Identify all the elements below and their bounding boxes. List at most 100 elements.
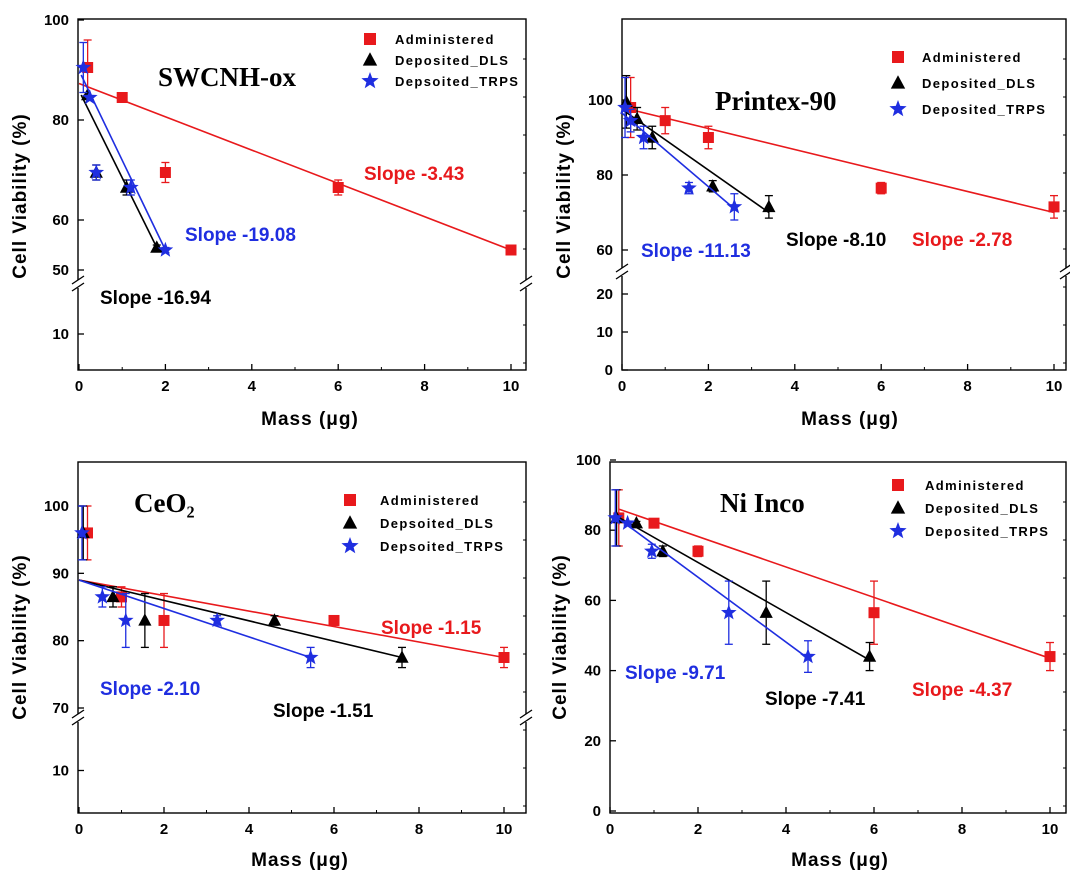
axis-break-gap	[617, 268, 627, 276]
slope-annotation: Slope -2.78	[912, 230, 1012, 251]
data-point-square	[1044, 651, 1056, 663]
data-point-triangle	[629, 516, 643, 529]
x-tick-label: 10	[1042, 821, 1059, 838]
axis-break-mark	[615, 263, 629, 273]
slope-annotation: Slope -19.08	[185, 225, 296, 246]
axis-break-mark	[71, 275, 85, 285]
data-point-square	[875, 182, 887, 194]
x-tick-label: 2	[694, 821, 702, 838]
data-point-star	[635, 129, 652, 145]
x-tick-label: 4	[791, 378, 800, 395]
x-tick-label: 4	[245, 821, 254, 838]
y-tick-label: 0	[593, 803, 601, 820]
x-tick-label: 4	[248, 378, 257, 395]
series-star	[75, 41, 174, 257]
data-point-star	[644, 543, 660, 558]
data-point-triangle	[863, 649, 877, 662]
panel-title: Printex-90	[715, 86, 836, 116]
y-tick-label: 90	[52, 565, 69, 582]
data-point-star	[607, 509, 624, 525]
data-point-star	[617, 99, 633, 115]
legend-label: Administered	[925, 478, 1025, 493]
x-axis-label: Mass (μg)	[791, 850, 889, 870]
data-point-star	[117, 612, 134, 628]
slope-annotation: Slope -7.41	[765, 689, 866, 710]
legend-marker-star	[341, 537, 359, 554]
data-point-star	[209, 612, 225, 628]
x-tick-label: 8	[958, 821, 966, 838]
legend-label: Depsoited_DLS	[380, 516, 494, 531]
legend-label: Administered	[922, 50, 1022, 65]
panel-title: CeO₂	[134, 488, 195, 518]
data-point-square	[1048, 201, 1060, 213]
fit-line	[80, 94, 158, 248]
x-tick-label: 6	[870, 821, 878, 838]
legend-label: Deposited_DLS	[395, 53, 509, 68]
legend-label: Deposited_DLS	[922, 76, 1036, 91]
x-tick-label: 2	[704, 378, 712, 395]
legend: Administered Deposited_DLS Depsoited_TRPS	[361, 32, 518, 89]
x-tick-label: 8	[415, 821, 423, 838]
legend: Administered Deposited_DLS Deposited_TRPS	[889, 50, 1046, 117]
fit-line	[78, 82, 512, 251]
x-tick-label: 2	[160, 821, 168, 838]
data-point-square	[648, 517, 660, 529]
x-tick-label: 8	[420, 378, 428, 395]
y-tick-label: 40	[584, 663, 601, 680]
legend: Administered Deposited_DLS Deposited_TRPS	[889, 478, 1049, 539]
axis-break-mark	[519, 275, 533, 285]
slope-annotation: Slope -11.13	[641, 241, 751, 262]
fit-line	[621, 112, 735, 210]
plot-frame	[621, 18, 1067, 371]
y-tick-label: 10	[52, 326, 69, 343]
data-point-square	[659, 115, 671, 127]
legend-marker-triangle	[362, 52, 378, 66]
x-tick-label: 2	[161, 378, 169, 395]
data-point-square	[498, 652, 510, 663]
chart-panel-1: 0 2 4 6 8 10 10 50 60 80 100 SWCNH-ox Administered De…	[10, 12, 533, 430]
series-square	[78, 39, 517, 256]
chart-panel-3: 0 2 4 6 8 10 10 70 80 90 100 CeO₂ Administered Depsoi…	[10, 461, 533, 870]
data-point-triangle	[395, 650, 409, 663]
data-point-star	[123, 179, 139, 195]
legend-marker-triangle	[342, 515, 358, 529]
fit-line	[78, 579, 403, 659]
series-triangle	[76, 505, 409, 669]
data-point-triangle	[645, 130, 659, 143]
data-point-square	[328, 614, 340, 626]
data-point-star	[800, 648, 816, 664]
legend: Administered Depsoited_DLS Depsoited_TRPS	[341, 493, 503, 554]
series-star	[74, 505, 319, 669]
legend-marker-square	[344, 494, 356, 506]
x-tick-label: 4	[782, 821, 791, 838]
legend-marker-triangle	[890, 500, 906, 514]
data-point-triangle	[759, 605, 773, 618]
data-point-triangle	[150, 240, 164, 253]
slope-annotation: Slope -1.51	[273, 701, 374, 722]
axis-break-mark	[519, 709, 533, 719]
axis-break-mark	[519, 716, 533, 726]
y-tick-label: 50	[52, 262, 69, 279]
data-point-triangle	[138, 613, 152, 626]
series-star	[607, 489, 816, 674]
y-tick-label: 100	[44, 498, 69, 515]
slope-annotation: Slope -8.10	[786, 230, 886, 251]
legend-marker-star	[361, 72, 379, 89]
data-point-triangle	[267, 613, 282, 626]
y-tick-label: 60	[596, 242, 613, 259]
legend-label: Deposited_TRPS	[922, 102, 1046, 117]
panel-title: Ni Inco	[720, 488, 805, 518]
slope-annotation: Slope -16.94	[100, 288, 211, 309]
legend-label: Deposited_TRPS	[925, 524, 1049, 539]
legend-label: Deposited_DLS	[925, 501, 1039, 516]
y-tick-label: 20	[584, 733, 601, 750]
data-point-star	[88, 164, 105, 180]
data-point-star	[619, 514, 636, 530]
legend-label: Administered	[395, 32, 495, 47]
data-point-square	[332, 182, 344, 193]
slope-annotation: Slope -9.71	[625, 663, 726, 684]
data-point-square	[868, 607, 880, 619]
x-tick-label: 0	[75, 378, 83, 395]
fit-line	[78, 579, 505, 659]
